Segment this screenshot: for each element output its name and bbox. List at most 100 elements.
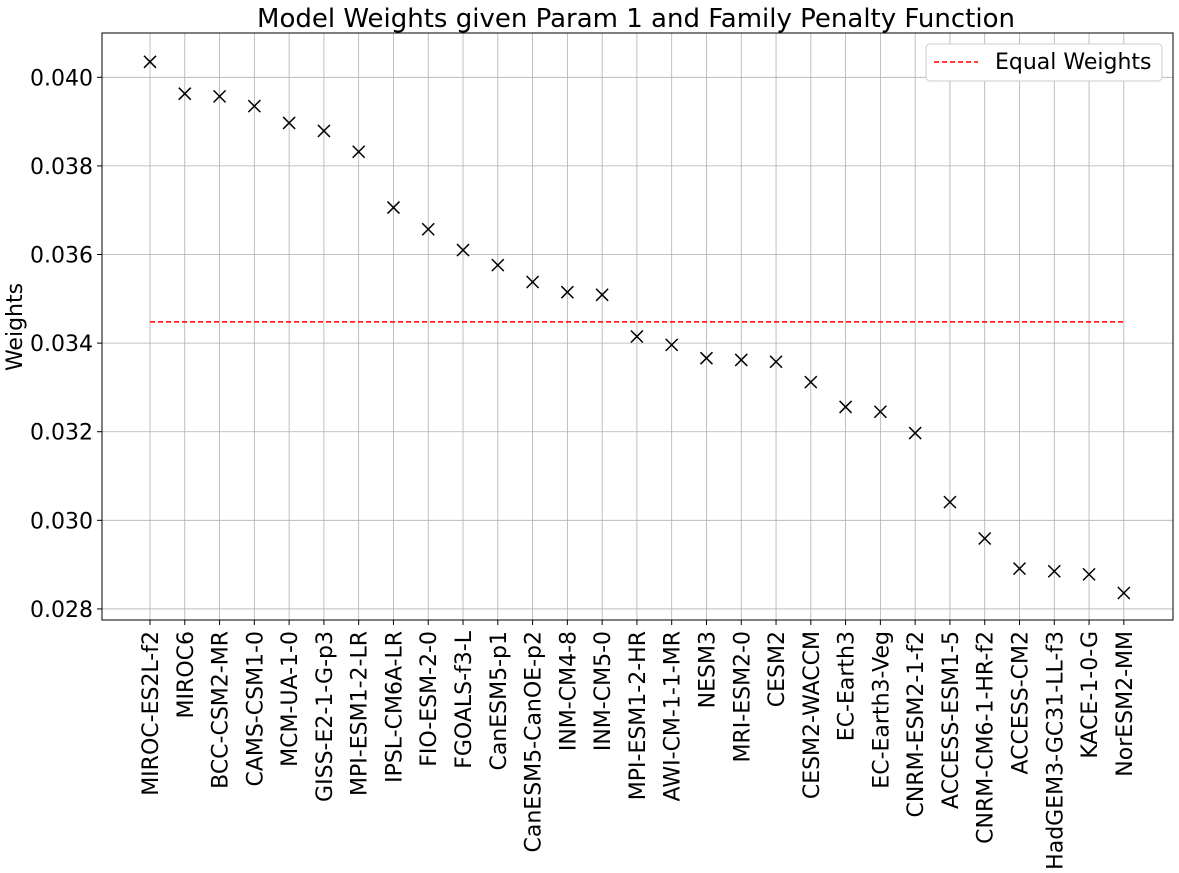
data-point	[734, 353, 748, 367]
data-point	[526, 275, 540, 289]
data-point	[769, 355, 783, 369]
x-tick-label: ACCESS-ESM1-5	[939, 631, 964, 809]
x-tick-label: MPI-ESM1-2-LR	[348, 631, 373, 796]
x-tick-label: INM-CM5-0	[591, 631, 616, 751]
y-tick-label: 0.030	[30, 509, 93, 534]
x-tick-label: AWI-CM-1-1-MR	[661, 631, 686, 801]
data-point	[1012, 562, 1027, 576]
y-axis-label: Weights	[3, 283, 28, 371]
x-marker-stroke	[699, 351, 714, 365]
x-tick-label: CESM2-WACCM	[800, 631, 825, 799]
y-tick-label: 0.032	[30, 421, 93, 446]
x-tick-label: BCC-CSM2-MR	[209, 631, 234, 789]
x-marker-stroke	[178, 87, 192, 101]
x-tick-label: EC-Earth3-Veg	[869, 631, 894, 789]
x-marker-stroke	[943, 495, 957, 509]
y-tick-label: 0.028	[30, 598, 93, 623]
x-marker-stroke	[978, 531, 992, 546]
x-marker-stroke	[1117, 586, 1131, 600]
data-point	[873, 405, 887, 419]
data-point	[421, 222, 435, 236]
x-marker-stroke	[560, 285, 574, 299]
data-point	[1117, 586, 1131, 600]
data-point	[317, 124, 331, 138]
data-point	[595, 288, 609, 302]
data-point	[491, 258, 505, 272]
data-point	[352, 145, 366, 159]
data-point	[943, 495, 957, 509]
data-point	[213, 89, 227, 103]
x-marker-stroke	[873, 405, 887, 419]
y-tick-label: 0.034	[30, 332, 93, 357]
x-marker-stroke	[526, 275, 540, 289]
x-tick-label: EC-Earth3	[835, 631, 860, 741]
x-tick-label: KACE-1-0-G	[1078, 631, 1103, 759]
data-point	[630, 329, 644, 343]
data-point	[699, 351, 714, 365]
data-point	[908, 426, 922, 440]
data-point	[143, 55, 157, 69]
data-point	[804, 375, 818, 389]
x-marker-stroke	[143, 55, 157, 69]
x-tick-label: CanESM5-CanOE-p2	[522, 631, 547, 852]
x-marker-stroke	[595, 288, 609, 302]
data-point	[560, 285, 574, 299]
x-tick-label: NESM3	[695, 631, 720, 708]
x-tick-label: CNRM-ESM2-1-f2	[904, 631, 929, 817]
data-point	[1082, 567, 1096, 581]
data-point	[665, 338, 679, 352]
data-point	[978, 531, 992, 546]
x-tick-label: ACCESS-CM2	[1009, 631, 1034, 775]
x-marker-stroke	[456, 243, 470, 257]
legend-box	[925, 43, 1163, 82]
x-tick-label: CESM2	[765, 631, 790, 707]
x-marker-stroke	[1047, 564, 1061, 578]
x-marker-stroke	[491, 258, 505, 272]
x-tick-label: NorESM2-MM	[1113, 631, 1138, 777]
x-marker-stroke	[317, 124, 331, 138]
data-point	[839, 400, 853, 414]
y-tick-label: 0.040	[30, 66, 93, 91]
data-point	[247, 99, 261, 113]
x-marker-stroke	[630, 329, 644, 343]
plot-area-frame	[101, 32, 1174, 621]
x-tick-label: FGOALS-f3-L	[452, 630, 477, 769]
data-point	[178, 87, 192, 101]
x-marker-stroke	[734, 353, 748, 367]
x-axis: MIROC-ES2L-f2 MIROC6 BCC-CSM2-MR CAMS-CSM1-…	[139, 620, 1138, 870]
chart-title: Model Weights given Param 1 and Family P…	[257, 4, 1015, 34]
x-marker-stroke	[839, 400, 853, 414]
x-marker-stroke	[213, 89, 227, 103]
x-marker-stroke	[386, 201, 400, 215]
data-points	[143, 55, 1131, 600]
x-tick-label: CNRM-CM6-1-HR-f2	[974, 631, 999, 844]
y-tick-label: 0.038	[30, 155, 93, 180]
x-tick-label: MCM-UA-1-0	[278, 631, 303, 767]
x-marker-stroke	[247, 99, 261, 113]
x-marker-stroke	[1082, 567, 1096, 581]
x-tick-label: MPI-ESM1-2-HR	[626, 631, 651, 800]
x-tick-label: MRI-ESM2-0	[730, 631, 755, 762]
data-point	[282, 116, 296, 130]
x-tick-label: MIROC6	[174, 631, 199, 718]
data-point	[1047, 564, 1061, 578]
x-tick-label: MIROC-ES2L-f2	[139, 631, 164, 796]
legend: Equal Weights	[925, 43, 1163, 82]
x-marker-stroke	[769, 355, 783, 369]
data-point	[456, 243, 470, 257]
x-tick-label: CanESM5-p1	[487, 631, 512, 771]
x-marker-stroke	[421, 222, 435, 236]
x-marker-stroke	[665, 338, 679, 352]
y-axis: 0.028 0.030 0.032 0.034 0.036 0.038 0.040	[30, 66, 102, 623]
x-marker-stroke	[282, 116, 296, 130]
x-marker-stroke	[352, 145, 366, 159]
x-tick-label: CAMS-CSM1-0	[243, 631, 268, 787]
x-marker-stroke	[908, 426, 922, 440]
x-tick-label: INM-CM4-8	[556, 631, 581, 751]
x-marker-stroke	[804, 375, 818, 389]
data-point	[386, 201, 400, 215]
x-tick-label: IPSL-CM6A-LR	[382, 631, 407, 783]
x-tick-label: GISS-E2-1-G-p3	[313, 631, 338, 802]
x-marker-stroke	[1012, 562, 1027, 576]
